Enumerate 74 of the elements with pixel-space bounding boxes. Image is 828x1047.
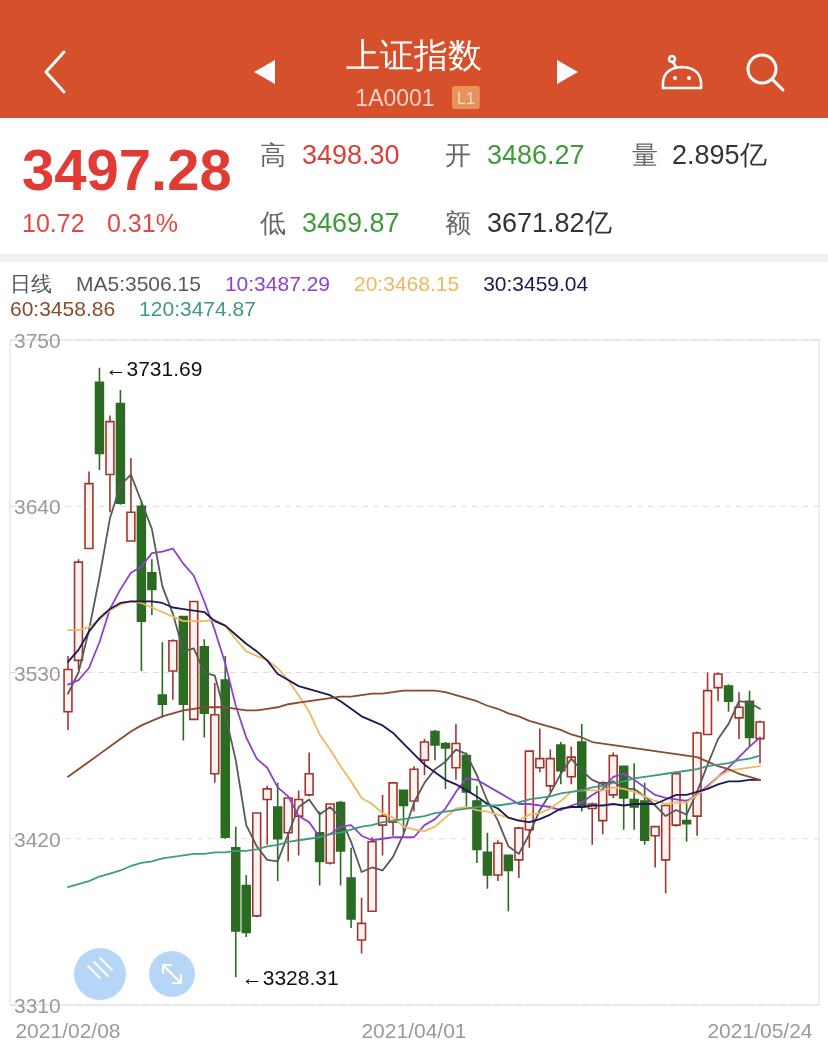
text: L1: [457, 90, 475, 107]
text: 30:3459.04: [483, 272, 589, 295]
candlestick: [73, 558, 84, 671]
candlestick: [105, 414, 115, 514]
chart-subtitle: 1A0001: [355, 85, 435, 111]
candlestick: [84, 470, 94, 550]
annotation: ←3328.31: [241, 965, 339, 989]
candlestick: [325, 803, 335, 866]
candlestick: [734, 691, 744, 740]
candlestick: [723, 683, 734, 713]
text: 高: [260, 140, 286, 170]
candlestick: [304, 751, 314, 798]
text: 3486.27: [487, 140, 585, 170]
candlestick: [482, 831, 493, 890]
text: 低: [260, 208, 286, 238]
candlestick: [409, 765, 419, 813]
y-tick-label: 3750: [14, 328, 61, 352]
text: 开: [445, 140, 471, 170]
y-tick-label: 3420: [14, 827, 61, 851]
x-tick-label: 2021/05/24: [707, 1019, 813, 1042]
candlestick: [262, 785, 272, 846]
candlestick: [94, 366, 105, 471]
candlestick: [419, 738, 430, 777]
text: 20:3468.15: [354, 272, 460, 295]
text: 3671.82亿: [487, 208, 612, 238]
candlestick: [157, 641, 168, 719]
x-tick-label: 2021/04/01: [361, 1019, 467, 1042]
candlestick: [503, 854, 514, 913]
candlestick: [115, 389, 126, 506]
text: 3469.87: [302, 208, 400, 238]
candlestick: [744, 689, 755, 748]
legend-title: 日线: [10, 272, 52, 295]
chart-title: 上证指数: [346, 36, 482, 74]
candlestick: [367, 836, 377, 913]
line-series: [67, 689, 761, 781]
candlestick: [346, 847, 356, 929]
candlestick: [493, 839, 503, 882]
candlestick: [472, 785, 482, 864]
candlestick: [210, 682, 220, 784]
line-series: [67, 473, 761, 873]
candlestick: [168, 638, 178, 701]
candlestick: [556, 741, 566, 786]
candlestick: [356, 896, 367, 955]
text: 10.72: [22, 209, 85, 237]
text: 额: [445, 208, 471, 238]
text: 10:3487.29: [224, 272, 331, 295]
text: 120:3474.87: [139, 297, 256, 320]
y-tick-label: 3640: [14, 494, 61, 518]
candlestick: [451, 723, 461, 781]
y-tick-label: 3530: [14, 661, 61, 684]
candlestick: [398, 789, 409, 834]
y-tick-label: 3310: [14, 993, 61, 1017]
candlestick: [272, 782, 283, 882]
text: 60:3458.86: [10, 297, 116, 320]
candlestick: [252, 812, 262, 919]
candlestick: [231, 825, 241, 979]
text: 3498.30: [302, 140, 400, 170]
candlestick: [126, 457, 136, 542]
line-series: [67, 547, 761, 842]
candlestick: [713, 671, 723, 703]
text: 3497.28: [22, 137, 232, 202]
text: 量: [632, 140, 658, 170]
candlestick: [681, 798, 692, 843]
candlestick: [63, 655, 73, 731]
text: 2.895亿: [672, 140, 767, 170]
text: 0.31%: [107, 209, 178, 237]
annotation: ←3731.69: [105, 356, 203, 380]
line-series: [67, 754, 761, 889]
candlestick: [189, 600, 199, 721]
candlestick: [220, 655, 230, 840]
candlestick: [241, 874, 251, 938]
x-tick-label: 2021/02/08: [15, 1019, 121, 1042]
text: MA5:3506.15: [76, 272, 201, 295]
candlestick: [755, 719, 765, 765]
